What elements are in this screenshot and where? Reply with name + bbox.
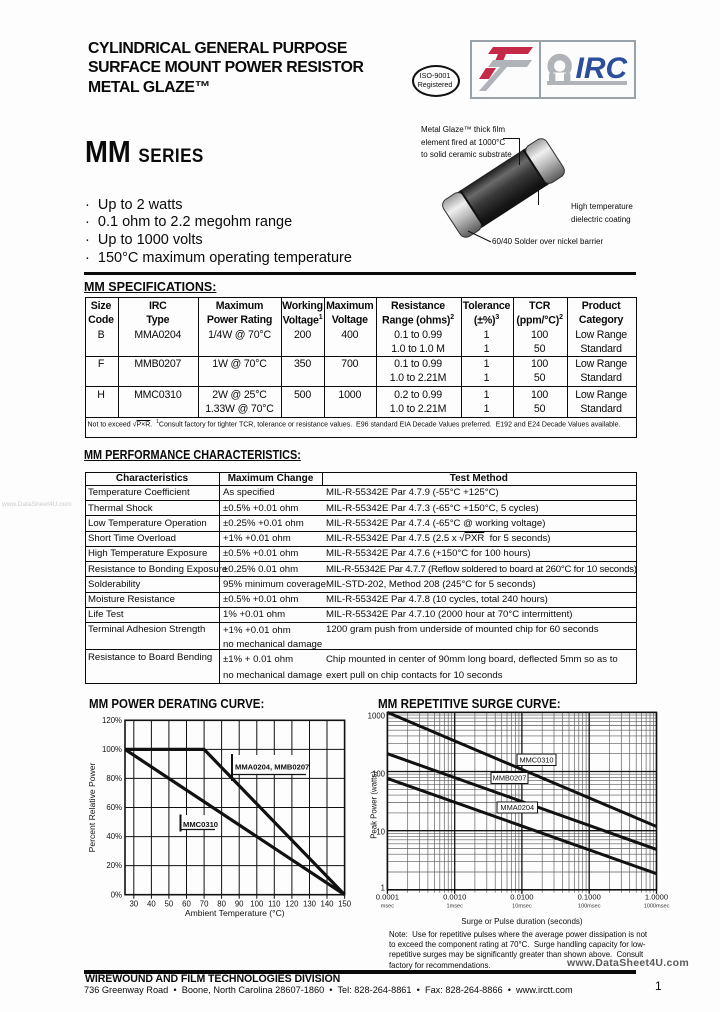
svg-text:30: 30 <box>129 900 138 909</box>
svg-text:140: 140 <box>320 900 334 909</box>
svg-text:10: 10 <box>376 828 385 837</box>
svg-text:60%: 60% <box>106 803 122 812</box>
svg-text:100%: 100% <box>102 745 122 754</box>
svg-text:120%: 120% <box>102 716 122 725</box>
svg-text:130: 130 <box>303 900 317 909</box>
svg-text:60: 60 <box>182 900 191 909</box>
svg-text:MMA0204, MMB0207: MMA0204, MMB0207 <box>235 763 309 772</box>
svg-text:50: 50 <box>165 900 174 909</box>
svg-text:80%: 80% <box>106 774 122 783</box>
svg-text:100msec: 100msec <box>578 904 601 910</box>
svg-text:40%: 40% <box>106 832 122 841</box>
svg-text:1msec: 1msec <box>446 904 463 910</box>
svg-text:80: 80 <box>217 900 226 909</box>
svg-text:120: 120 <box>285 900 299 909</box>
svg-text:100: 100 <box>250 900 264 909</box>
svg-text:110: 110 <box>268 900 281 909</box>
svg-text:MMC0310: MMC0310 <box>519 756 553 765</box>
svg-text:100: 100 <box>372 770 386 779</box>
svg-text:IRC: IRC <box>576 52 629 85</box>
svg-text:20%: 20% <box>106 861 122 870</box>
svg-text:0.0001: 0.0001 <box>376 893 399 902</box>
svg-text:0%: 0% <box>111 890 122 899</box>
svg-text:msec: msec <box>381 904 395 910</box>
svg-text:MMA0204: MMA0204 <box>500 803 534 812</box>
svg-text:1: 1 <box>381 884 385 893</box>
svg-text:90: 90 <box>235 900 244 909</box>
svg-text:MMB0207: MMB0207 <box>493 774 527 783</box>
svg-text:Surge or Pulse duration (secon: Surge or Pulse duration (seconds) <box>461 917 583 926</box>
svg-text:0.1000: 0.1000 <box>578 893 601 902</box>
svg-text:1000msec: 1000msec <box>644 904 670 910</box>
svg-text:Ambient Temperature (°C): Ambient Temperature (°C) <box>185 908 285 918</box>
svg-text:0.0010: 0.0010 <box>443 893 466 902</box>
svg-text:40: 40 <box>147 900 156 909</box>
svg-text:Peak Power (watts): Peak Power (watts) <box>370 771 379 839</box>
svg-text:70: 70 <box>200 900 209 909</box>
svg-text:MMC0310: MMC0310 <box>183 820 218 829</box>
svg-text:1000: 1000 <box>368 711 386 720</box>
svg-text:1.0000: 1.0000 <box>645 893 668 902</box>
svg-text:Percent Relative Power: Percent Relative Power <box>87 762 97 852</box>
svg-text:10msec: 10msec <box>512 904 532 910</box>
svg-text:150: 150 <box>338 900 352 909</box>
svg-text:0.0100: 0.0100 <box>510 893 533 902</box>
